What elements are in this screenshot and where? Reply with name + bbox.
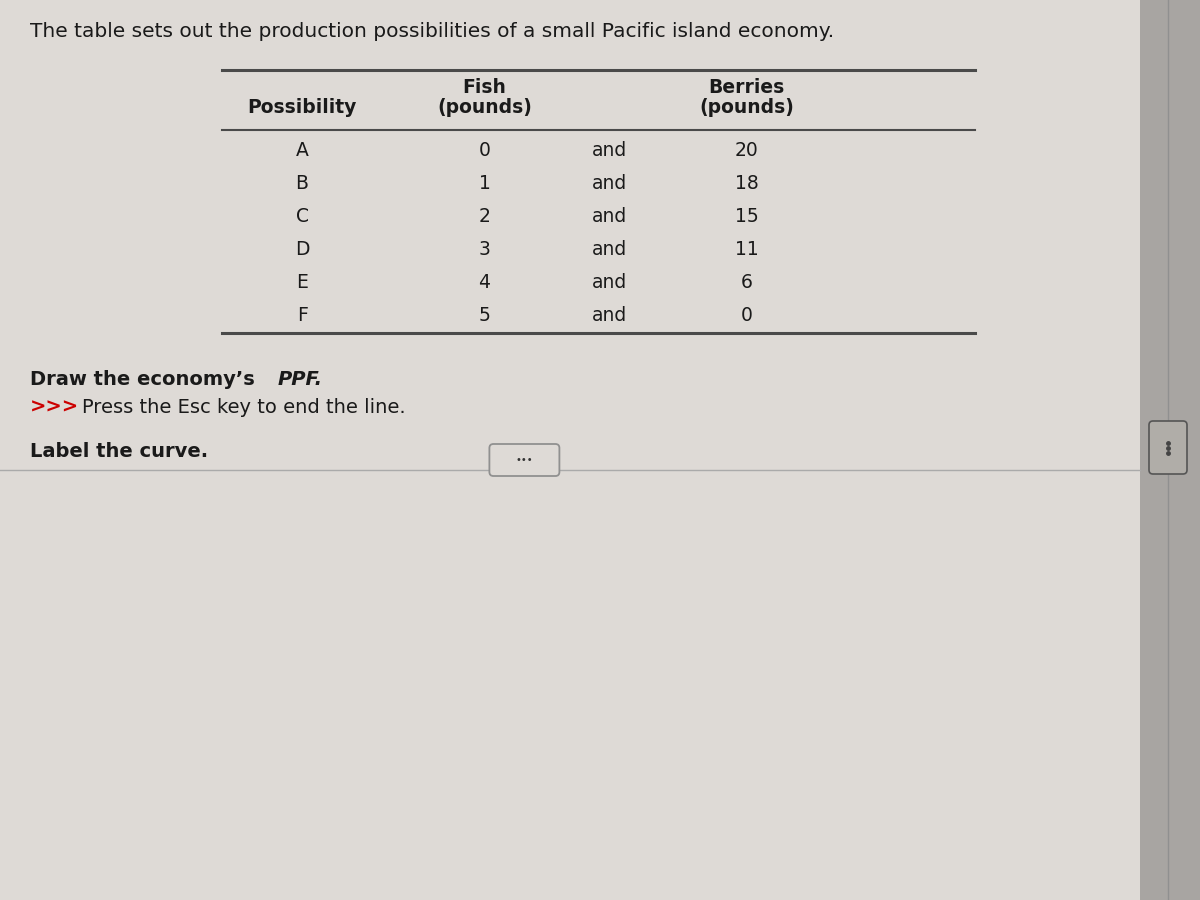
Text: D: D [295,240,310,259]
FancyBboxPatch shape [490,444,559,476]
Text: and: and [593,306,628,325]
Text: 20: 20 [734,141,758,160]
Text: 6: 6 [740,273,752,292]
Text: The table sets out the production possibilities of a small Pacific island econom: The table sets out the production possib… [30,22,834,41]
Text: C: C [295,207,308,226]
Text: B: B [295,174,308,193]
Text: 4: 4 [479,273,491,292]
Text: 3: 3 [479,240,491,259]
Text: Fish: Fish [462,78,506,97]
Text: 18: 18 [734,174,758,193]
Text: Berries: Berries [708,78,785,97]
Text: 0: 0 [740,306,752,325]
FancyBboxPatch shape [1150,421,1187,474]
FancyBboxPatch shape [1140,0,1200,900]
Text: Label the curve.: Label the curve. [30,442,208,461]
Text: •••: ••• [516,455,533,465]
Text: Possibility: Possibility [247,98,356,117]
Text: 0: 0 [479,141,491,160]
Text: >>>: >>> [30,398,79,417]
Text: A: A [295,141,308,160]
Text: Press the Esc key to end the line.: Press the Esc key to end the line. [82,398,406,417]
Text: F: F [296,306,307,325]
Text: 15: 15 [734,207,758,226]
FancyBboxPatch shape [0,0,1140,900]
Text: Draw the economy’s: Draw the economy’s [30,370,262,389]
Text: 11: 11 [734,240,758,259]
Text: (pounds): (pounds) [700,98,794,117]
Text: (pounds): (pounds) [437,98,532,117]
Text: PPF.: PPF. [278,370,323,389]
Text: and: and [593,240,628,259]
Text: E: E [296,273,308,292]
Text: and: and [593,207,628,226]
Text: and: and [593,141,628,160]
Text: and: and [593,273,628,292]
Text: and: and [593,174,628,193]
Text: 5: 5 [479,306,491,325]
Text: 1: 1 [479,174,491,193]
Text: 2: 2 [479,207,491,226]
